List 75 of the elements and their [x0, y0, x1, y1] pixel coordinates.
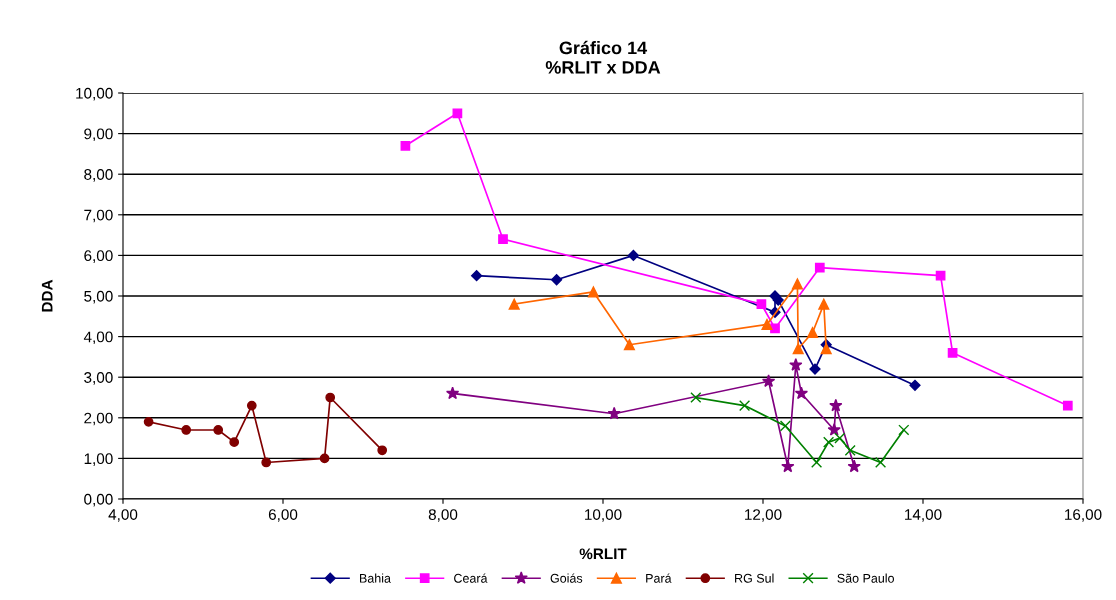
- point: [319, 453, 330, 464]
- legend-label: Goiás: [550, 573, 583, 583]
- point: [823, 436, 835, 448]
- legend-label: Pará: [646, 573, 672, 583]
- point: [834, 432, 846, 444]
- y-tick-label: 8,00: [84, 169, 113, 182]
- legend-label: RG Sul: [735, 573, 774, 583]
- point: [947, 347, 958, 358]
- legend-label: Bahia: [360, 573, 391, 583]
- x-tick-label: 8,00: [428, 509, 458, 522]
- point: [847, 459, 861, 473]
- y-tick-label: 10,00: [76, 87, 113, 101]
- point: [1062, 400, 1073, 411]
- point: [498, 234, 508, 245]
- point: [829, 398, 843, 412]
- point: [213, 425, 224, 435]
- point: [452, 108, 463, 119]
- point: [623, 339, 635, 351]
- point: [470, 270, 483, 282]
- point: [246, 400, 257, 411]
- point: [607, 406, 621, 420]
- x-tick-label: 14,00: [905, 509, 942, 522]
- point: [814, 262, 825, 273]
- point: [508, 298, 520, 310]
- point: [325, 392, 336, 403]
- point: [587, 286, 599, 298]
- point: [909, 379, 921, 391]
- legend-label: Ceará: [454, 573, 488, 583]
- point: [807, 326, 819, 339]
- point: [794, 386, 809, 400]
- point: [811, 456, 823, 469]
- point: [789, 358, 803, 371]
- point: [875, 456, 887, 469]
- point: [550, 274, 563, 286]
- point: [761, 318, 773, 330]
- x-tick-label: 12,00: [745, 509, 782, 522]
- y-tick-label: 9,00: [84, 128, 113, 142]
- point: [844, 444, 856, 456]
- x-axis-title: %RLIT: [579, 548, 627, 560]
- point: [377, 445, 388, 456]
- point: [820, 343, 832, 355]
- y-tick-label: 5,00: [84, 290, 113, 304]
- point: [261, 457, 272, 468]
- point: [756, 299, 767, 309]
- point: [781, 459, 795, 473]
- chart-title: Gráfico 14 %RLIT x DDA: [545, 40, 661, 74]
- y-tick-label: 4,00: [83, 331, 113, 345]
- point: [827, 423, 841, 436]
- point: [627, 249, 640, 262]
- x-tick-label: 10,00: [585, 509, 622, 522]
- x-tick-label: 16,00: [1065, 509, 1102, 522]
- point: [143, 416, 154, 427]
- y-tick-label: 0,00: [84, 493, 113, 507]
- point: [690, 391, 702, 404]
- point: [739, 400, 751, 412]
- point: [445, 386, 460, 400]
- point: [229, 437, 240, 448]
- y-tick-label: 6,00: [84, 250, 113, 263]
- x-tick-label: 4,00: [108, 509, 138, 522]
- point: [818, 298, 830, 310]
- point: [779, 420, 791, 432]
- point: [792, 343, 804, 355]
- point: [935, 270, 946, 281]
- point: [791, 278, 803, 290]
- y-tick-label: 2,00: [84, 412, 113, 426]
- legend-label: São Paulo: [837, 573, 894, 583]
- y-axis-title: DDA: [41, 279, 53, 312]
- point: [898, 424, 910, 436]
- y-tick-label: 7,00: [84, 209, 113, 223]
- y-tick-label: 1,00: [84, 453, 113, 466]
- point: [181, 425, 192, 435]
- x-tick-label: 6,00: [268, 509, 298, 522]
- point: [761, 374, 776, 388]
- y-tick-label: 3,00: [84, 372, 113, 385]
- point: [400, 140, 411, 151]
